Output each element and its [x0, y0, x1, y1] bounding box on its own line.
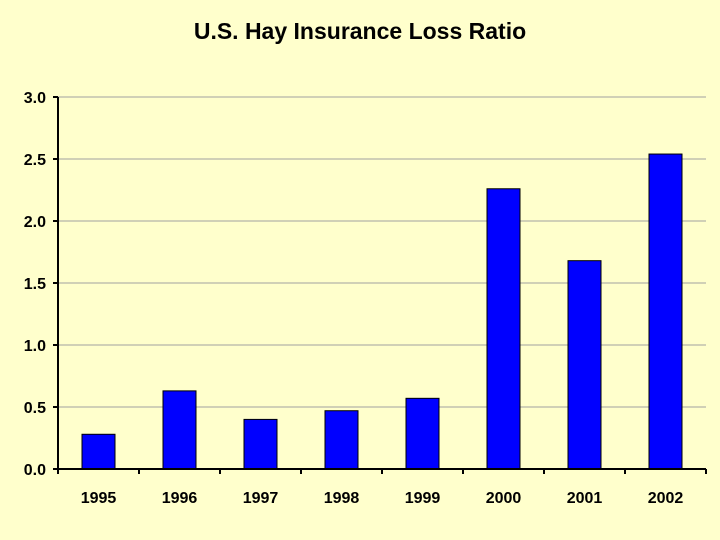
x-tick-label: 1997	[243, 490, 279, 507]
bar-2000	[486, 188, 521, 470]
y-tick-label: 1.0	[24, 338, 46, 355]
bar-1996	[162, 390, 197, 470]
x-tick-label: 1995	[81, 490, 117, 507]
bar-1999	[405, 397, 440, 470]
bar-1998	[324, 410, 359, 470]
bar-2001	[567, 260, 602, 470]
y-tick-label: 0.5	[24, 400, 46, 417]
bars	[81, 153, 683, 470]
x-tick-labels: 1995 1996 1997 1998 1999 2000 2001 2002	[81, 490, 684, 507]
x-tick-label: 2002	[648, 490, 684, 507]
y-tick-labels: 0.0 0.5 1.0 1.5 2.0 2.5 3.0	[24, 90, 46, 479]
x-tick-label: 2001	[567, 490, 603, 507]
y-tick-label: 3.0	[24, 90, 46, 107]
gridlines	[58, 96, 706, 408]
y-tick-label: 0.0	[24, 462, 46, 479]
x-tick-label: 2000	[486, 490, 522, 507]
y-tick-label: 1.5	[24, 276, 46, 293]
axes	[53, 96, 707, 474]
x-tick-label: 1996	[162, 490, 198, 507]
x-tick-label: 1998	[324, 490, 360, 507]
bar-1995	[81, 433, 116, 470]
chart-title: U.S. Hay Insurance Loss Ratio	[193, 18, 527, 44]
bar-2002	[648, 153, 683, 470]
x-tick-label: 1999	[405, 490, 441, 507]
y-tick-label: 2.0	[24, 214, 46, 231]
y-tick-label: 2.5	[24, 152, 46, 169]
bar-1997	[243, 418, 278, 470]
